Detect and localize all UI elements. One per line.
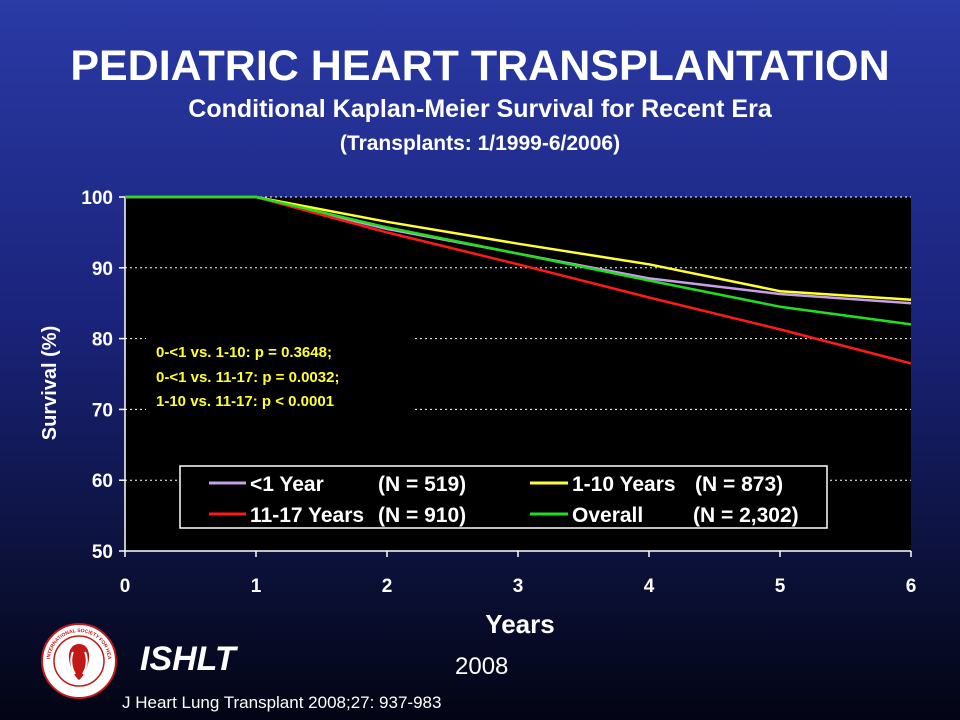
x-tick-labels: 0 1 2 3 4 5 6 [120,576,917,597]
legend-label-11to17: 11-17 Years [250,504,364,527]
legend: <1 Year (N = 519) 1-10 Years (N = 873) 1… [179,465,828,529]
legend-label-overall: Overall [572,504,643,527]
publication-year: 2008 [455,653,509,680]
page-title: PEDIATRIC HEART TRANSPLANTATION [70,42,890,90]
x-axis-label: Years [485,609,554,639]
legend-n-overall: (N = 2,302) [693,504,799,527]
legend-n-11to17: (N = 910) [378,504,466,527]
y-tick-label-80: 80 [92,330,113,351]
p-value-line-1: 0-<1 vs. 1-10: p = 0.3648; [156,344,332,361]
legend-n-under1: (N = 519) [378,473,466,496]
x-tick-label-6: 6 [906,576,917,597]
legend-n-1to10: (N = 873) [695,473,783,496]
series-lines [125,195,912,365]
citation: J Heart Lung Transplant 2008;27: 937-983 [122,693,442,712]
p-value-line-2: 0-<1 vs. 11-17: p = 0.0032; [156,369,339,386]
ishlt-seal-icon: INTERNATIONAL SOCIETY FOR HEART & LUNG T… [40,622,117,699]
x-tick-label-1: 1 [251,576,262,597]
x-tick-label-5: 5 [775,576,786,597]
legend-label-1to10: 1-10 Years [572,473,676,496]
p-value-line-3: 1-10 vs. 11-17: p < 0.0001 [156,393,334,410]
x-tick-label-2: 2 [382,576,393,597]
x-tick-label-3: 3 [513,576,524,597]
x-tick-label-4: 4 [644,576,655,597]
x-tick-label-0: 0 [120,576,131,597]
y-axis-label: Survival (%) [39,326,61,440]
y-tick-label-90: 90 [92,259,113,280]
chart-date-range: (Transplants: 1/1999-6/2006) [339,132,621,155]
chart-subtitle: Conditional Kaplan-Meier Survival for Re… [188,95,772,123]
legend-label-under1: <1 Year [250,473,324,496]
y-tick-label-100: 100 [81,188,113,209]
series-line-3 [125,195,912,326]
p-value-annotation: 0-<1 vs. 1-10: p = 0.3648; 0-<1 vs. 11-1… [146,337,414,413]
org-name: ISHLT [140,640,236,678]
y-tick-labels: 50 60 70 80 90 100 [81,188,113,563]
axes [119,196,912,557]
y-tick-label-70: 70 [92,400,113,421]
y-tick-label-50: 50 [92,542,113,563]
y-tick-label-60: 60 [92,471,113,492]
